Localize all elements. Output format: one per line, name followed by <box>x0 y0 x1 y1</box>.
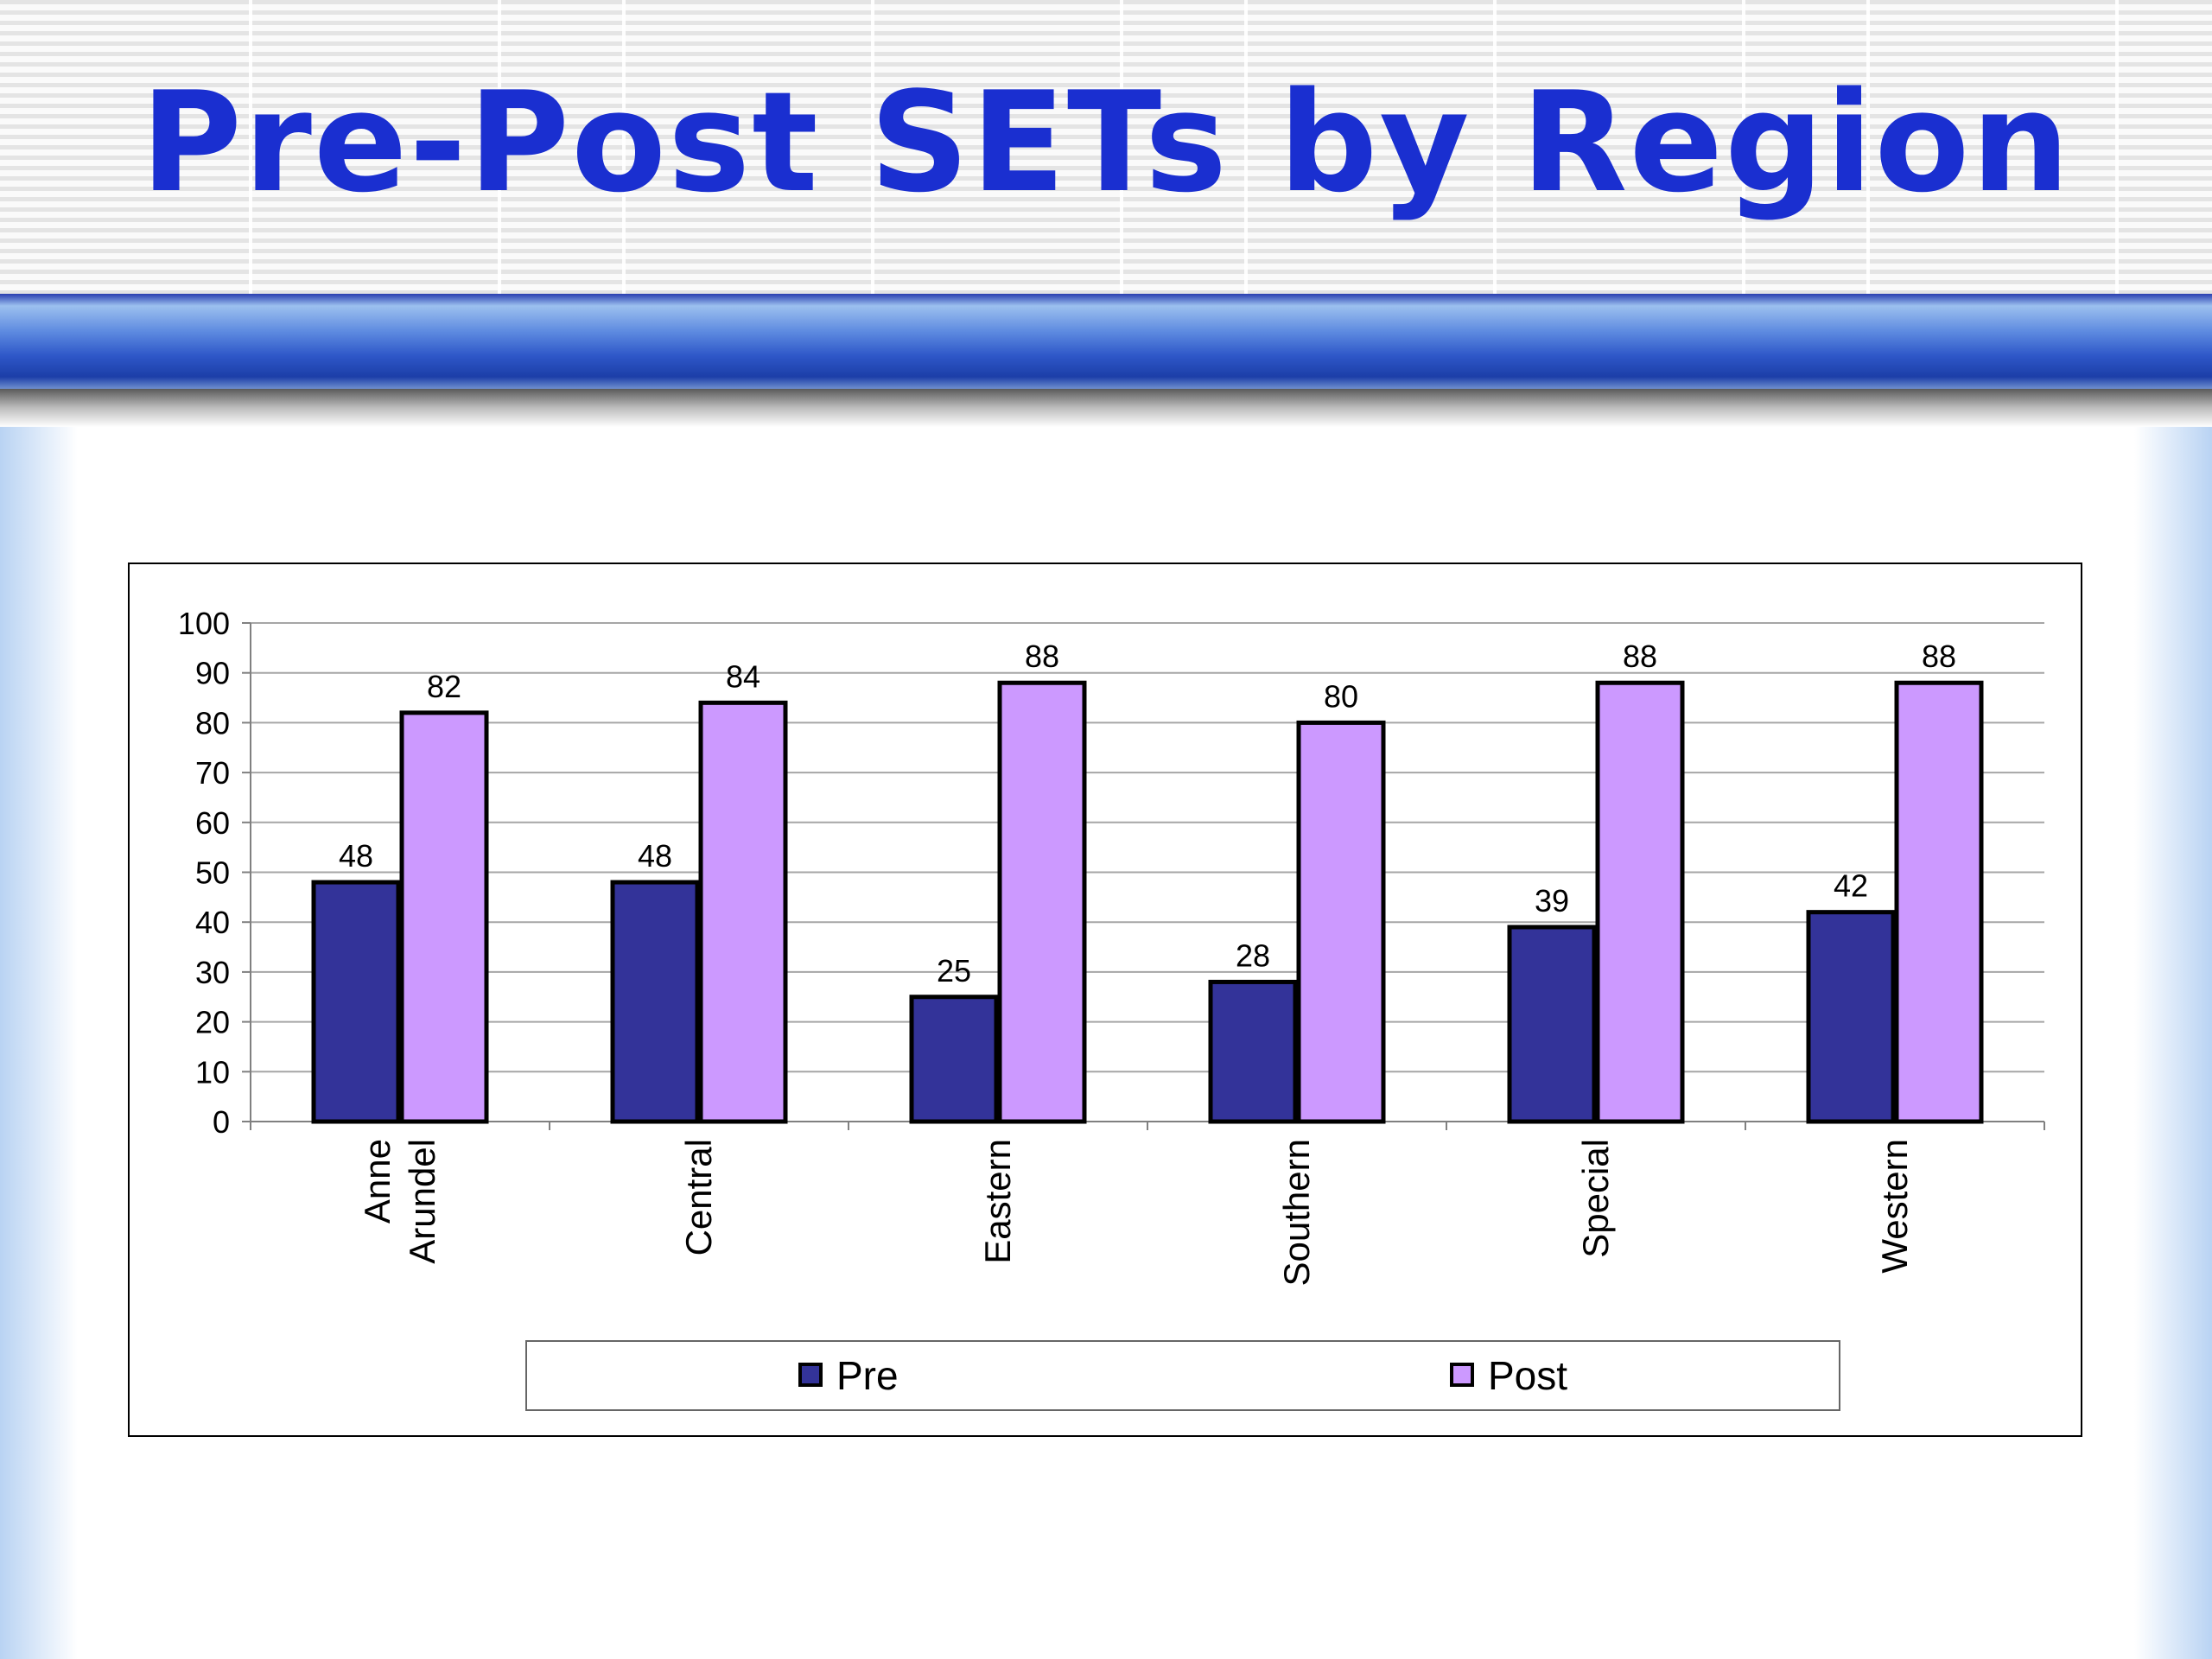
header-band <box>0 294 2212 389</box>
header-stripe <box>1493 0 1497 294</box>
x-category-label-group: Southern <box>1276 1139 1317 1286</box>
x-category-label: Anne <box>357 1139 397 1224</box>
header-stripe <box>1120 0 1123 294</box>
x-category-label-group: Central <box>678 1139 719 1255</box>
y-tick-label: 30 <box>195 955 230 990</box>
header-stripe <box>498 0 501 294</box>
data-label-post: 82 <box>427 669 461 704</box>
y-tick-label: 20 <box>195 1005 230 1040</box>
bar-chart: 0 10 20 30 40 50 60 70 80 90 100 48 82 Anne Arundel 48 8… <box>178 606 2045 1286</box>
x-category-label: Central <box>678 1139 719 1255</box>
slide-header: Pre-Post SETs by Region <box>0 0 2212 294</box>
data-label-pre: 48 <box>339 838 373 874</box>
x-category-label: Special <box>1575 1139 1616 1258</box>
slide-title: Pre-Post SETs by Region <box>140 61 2072 223</box>
header-shadow <box>0 389 2212 427</box>
x-category-label-group: Special <box>1575 1139 1616 1258</box>
bar-post <box>1296 720 1386 1124</box>
header-stripe <box>2115 0 2119 294</box>
x-category-label: Arundel <box>402 1139 442 1264</box>
bar-post <box>399 710 489 1124</box>
legend-label-pre: Pre <box>836 1353 899 1398</box>
y-tick-label: 70 <box>195 755 230 791</box>
data-label-post: 80 <box>1324 678 1358 714</box>
x-category-label: Western <box>1874 1139 1915 1274</box>
bar-post <box>997 680 1087 1124</box>
legend-swatch-pre <box>798 1363 823 1387</box>
bar-pre <box>311 880 401 1124</box>
bar-pre <box>610 880 700 1124</box>
y-tick-label: 10 <box>195 1054 230 1090</box>
header-stripe <box>1244 0 1248 294</box>
header-stripe <box>871 0 874 294</box>
header-stripe <box>622 0 626 294</box>
y-tick-label: 80 <box>195 705 230 741</box>
y-tick-label: 60 <box>195 805 230 841</box>
bar-post <box>1894 680 1984 1124</box>
y-tick-label: 50 <box>195 855 230 891</box>
data-label-post: 88 <box>1025 639 1059 674</box>
data-label-post: 88 <box>1922 639 1956 674</box>
legend-swatch-post <box>1450 1363 1474 1387</box>
bar-post <box>1595 680 1685 1124</box>
y-tick-label: 90 <box>195 656 230 691</box>
bar-pre <box>1208 979 1298 1124</box>
x-category-label: Eastern <box>977 1139 1018 1264</box>
x-category-label-group: Anne Arundel <box>357 1139 442 1264</box>
y-tick-label: 40 <box>195 905 230 940</box>
right-side-gradient <box>2134 427 2212 1659</box>
data-label-pre: 39 <box>1535 883 1569 918</box>
data-label-post: 84 <box>726 658 760 694</box>
chart-legend: Pre Post <box>525 1340 1840 1411</box>
data-label-pre: 25 <box>937 953 971 988</box>
x-category-label: Southern <box>1276 1139 1317 1286</box>
bar-pre <box>1806 910 1896 1124</box>
bar-pre <box>909 995 999 1124</box>
x-category-label-group: Eastern <box>977 1139 1018 1264</box>
data-label-pre: 48 <box>638 838 672 874</box>
left-side-gradient <box>0 427 78 1659</box>
data-label-pre: 42 <box>1834 868 1868 904</box>
data-label-pre: 28 <box>1236 938 1270 973</box>
header-stripe <box>249 0 252 294</box>
y-tick-label: 100 <box>178 606 230 641</box>
legend-label-post: Post <box>1488 1353 1568 1398</box>
x-category-label-group: Western <box>1874 1139 1915 1274</box>
bar-post <box>698 700 788 1124</box>
data-label-post: 88 <box>1623 639 1657 674</box>
header-stripe <box>1866 0 1870 294</box>
bar-pre <box>1507 925 1597 1124</box>
y-tick-label: 0 <box>213 1104 230 1140</box>
header-stripe <box>1742 0 1745 294</box>
